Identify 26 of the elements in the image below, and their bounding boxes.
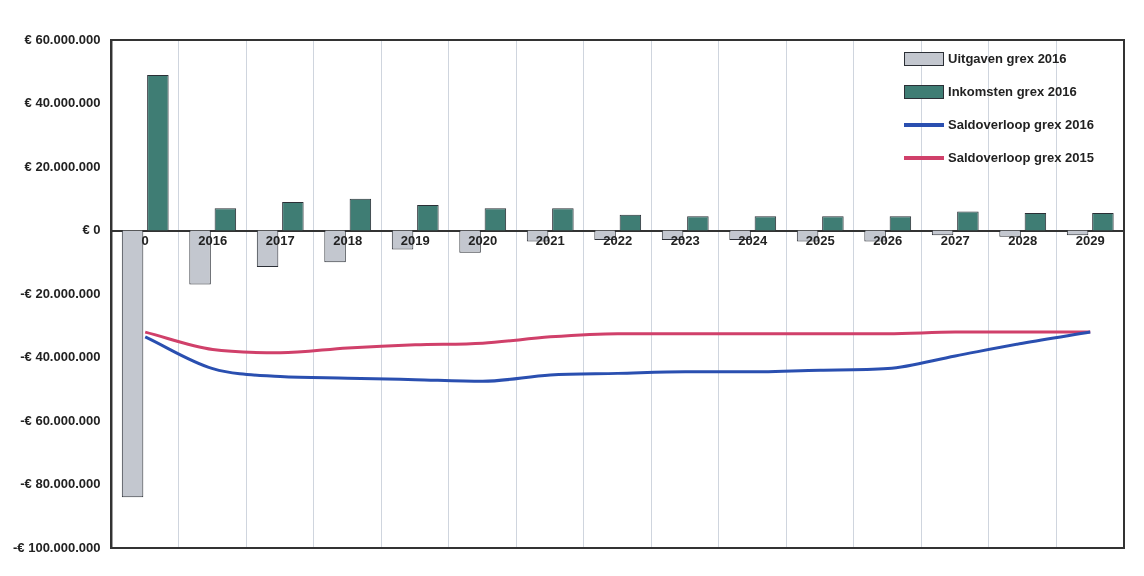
x-tick-label: 2028 [1008,232,1038,248]
legend-label: Saldoverloop grex 2015 [948,150,1094,165]
x-tick-label: 2017 [265,232,295,248]
legend-label: Inkomsten grex 2016 [948,84,1077,99]
y-tick-label: -€ 100.000.000 [13,539,101,555]
y-tick-label: -€ 60.000.000 [20,412,101,428]
legend-label: Uitgaven grex 2016 [948,51,1067,66]
x-tick-label: 2027 [940,232,970,248]
x-tick-label: 2026 [873,232,903,248]
y-tick-label: € 0 [82,222,101,238]
y-tick-label: -€ 40.000.000 [20,349,101,365]
x-tick-label: 0 [141,232,149,248]
y-tick-label: € 40.000.000 [24,95,101,111]
x-tick-label: 2021 [535,232,565,248]
line-series [143,330,1092,383]
x-tick-label: 2019 [400,232,430,248]
y-tick-label: -€ 80.000.000 [20,476,101,492]
x-tick-label: 2023 [670,232,700,248]
legend-label: Saldoverloop grex 2016 [948,117,1094,132]
y-tick-label: -€ 20.000.000 [20,285,101,301]
x-tick-label: 2025 [805,232,835,248]
y-tick-label: € 60.000.000 [24,31,101,47]
x-tick-label: 2024 [738,232,768,248]
y-tick-label: € 20.000.000 [24,158,101,174]
x-tick-label: 2029 [1075,232,1105,248]
x-tick-label: 2022 [603,232,633,248]
